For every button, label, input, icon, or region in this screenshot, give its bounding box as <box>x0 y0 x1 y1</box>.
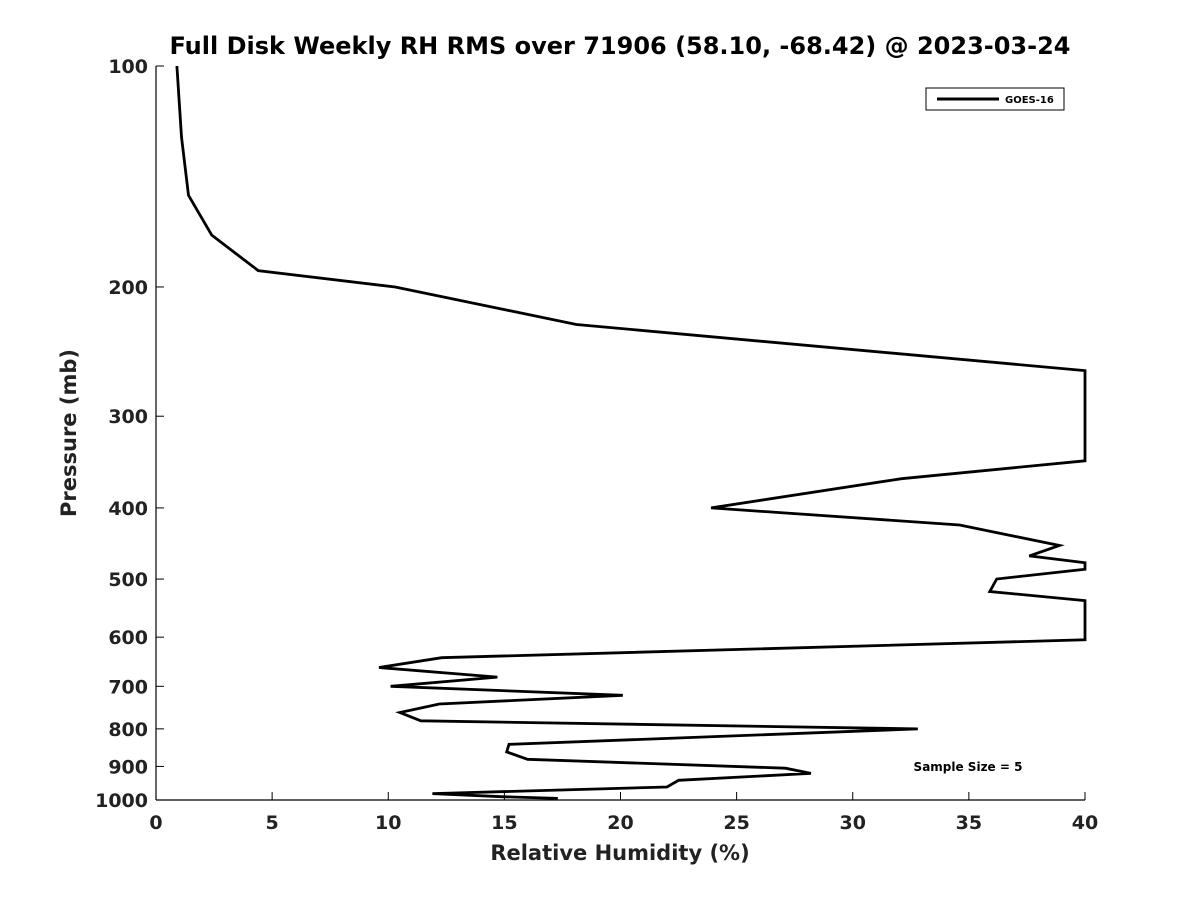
x-tick-label: 40 <box>1072 812 1098 834</box>
x-tick-label: 30 <box>840 812 866 834</box>
series-group <box>175 65 1087 800</box>
y-tick-label: 700 <box>108 676 148 698</box>
legend-label: GOES-16 <box>1005 95 1054 106</box>
x-tick-label: 35 <box>956 812 982 834</box>
y-tick-label: 300 <box>108 406 148 428</box>
x-tick-label: 25 <box>723 812 749 834</box>
y-tick-label: 100 <box>108 56 148 78</box>
y-tick-label: 200 <box>108 277 148 299</box>
x-tick-label: 10 <box>375 812 401 834</box>
x-tick-label: 5 <box>266 812 279 834</box>
legend: GOES-16 <box>925 87 1065 111</box>
y-tick-label: 800 <box>108 719 148 741</box>
y-ticks: 100 200 300 400 500 600 700 800 900 1000 <box>95 56 164 812</box>
x-tick-label: 0 <box>149 812 162 834</box>
y-tick-label: 900 <box>108 756 148 778</box>
sample-size-annotation: Sample Size = 5 <box>914 760 1023 774</box>
chart-title: Full Disk Weekly RH RMS over 71906 (58.1… <box>169 32 1070 60</box>
y-tick-label: 500 <box>108 569 148 591</box>
x-tick-label: 15 <box>491 812 517 834</box>
x-ticks: 0 5 10 15 20 25 30 35 40 <box>149 792 1098 834</box>
x-tick-label: 20 <box>607 812 633 834</box>
y-tick-label: 600 <box>108 627 148 649</box>
x-axis-label: Relative Humidity (%) <box>490 841 749 865</box>
y-tick-label: 1000 <box>95 790 148 812</box>
series-line-goes-16 <box>175 65 1087 800</box>
y-tick-label: 400 <box>108 498 148 520</box>
y-axis-label: Pressure (mb) <box>57 349 81 517</box>
